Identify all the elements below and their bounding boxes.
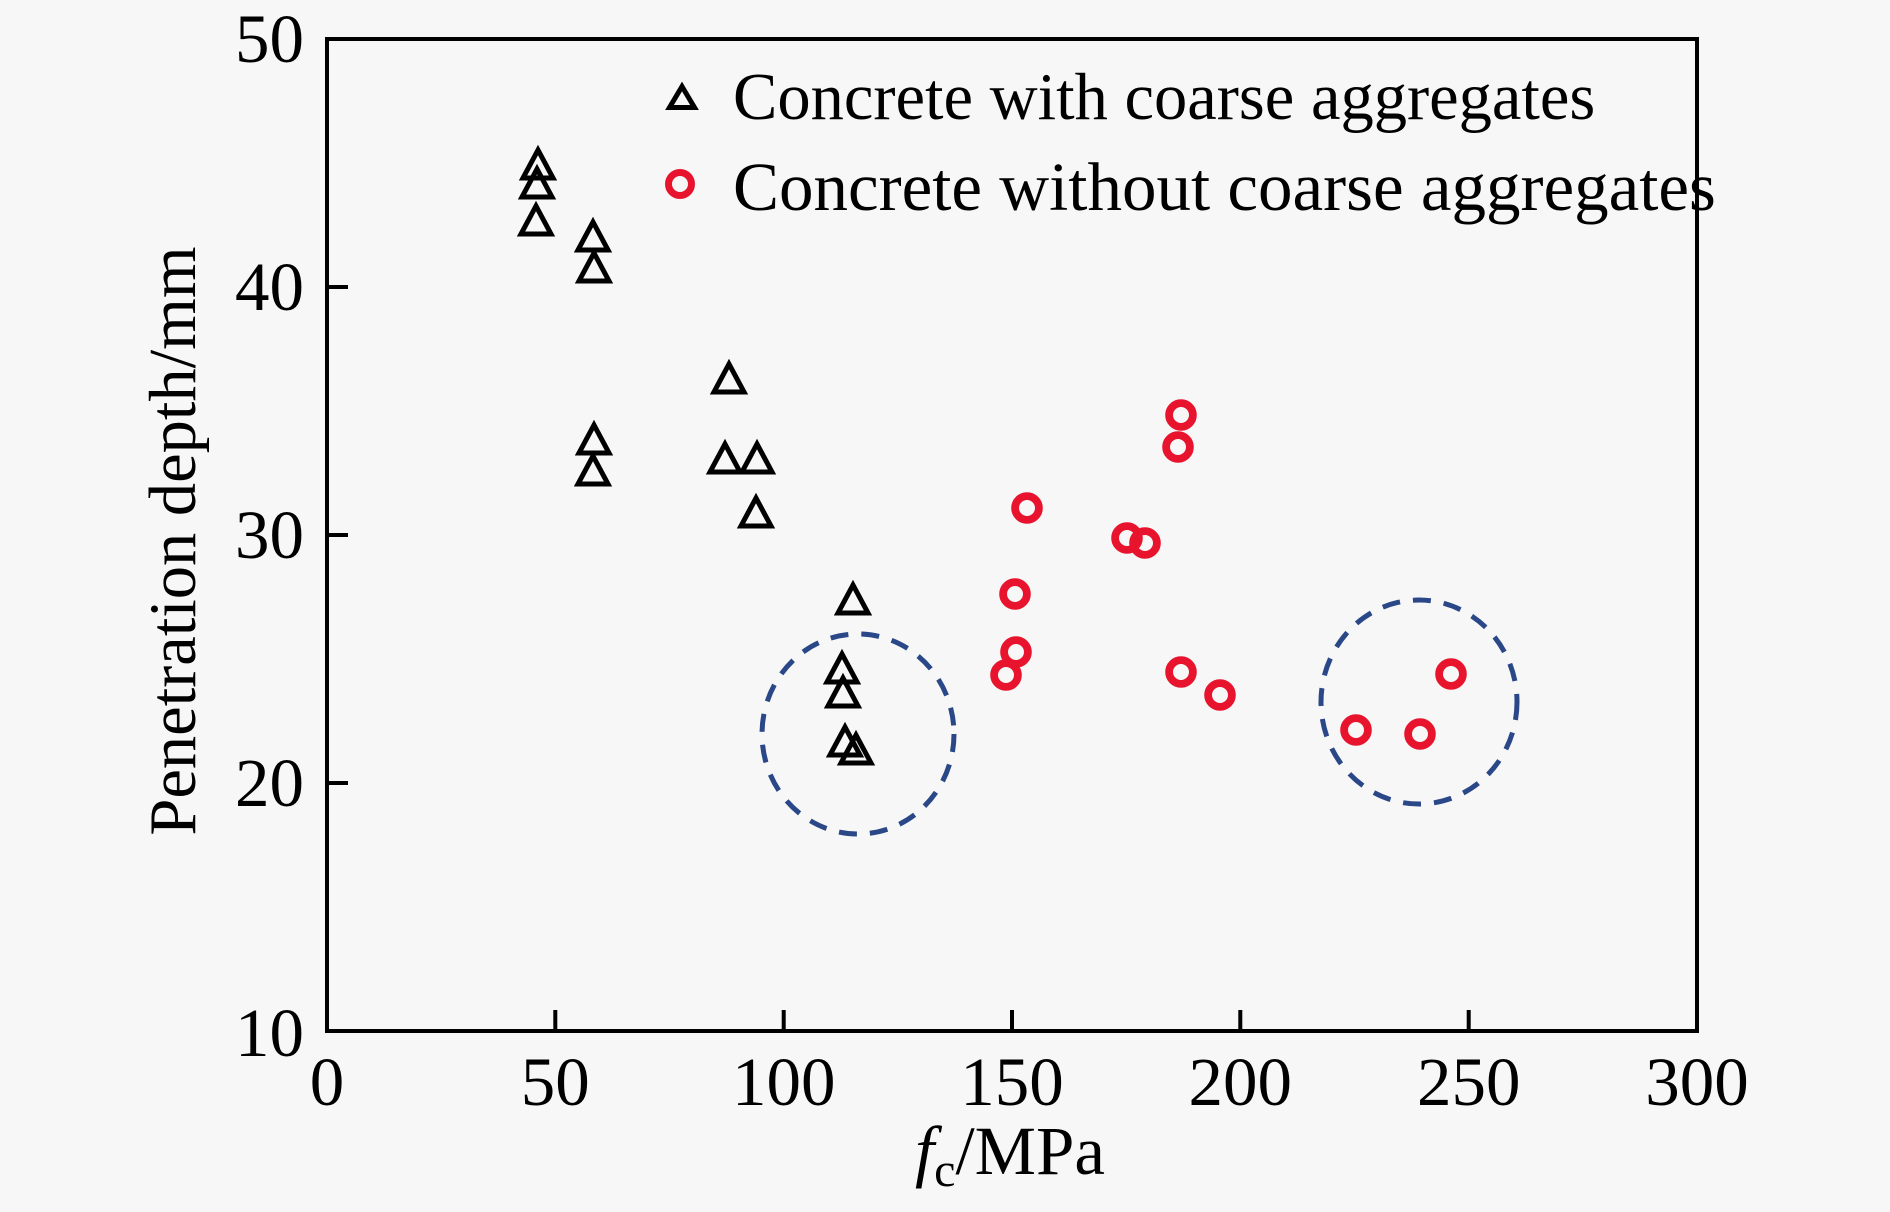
- svg-text:10: 10: [235, 995, 304, 1071]
- svg-text:300: 300: [1645, 1044, 1749, 1120]
- svg-text:40: 40: [235, 249, 304, 325]
- svg-text:100: 100: [732, 1044, 836, 1120]
- svg-text:Penetration depth/mm: Penetration depth/mm: [137, 246, 210, 835]
- svg-text:250: 250: [1417, 1044, 1521, 1120]
- svg-text:150: 150: [960, 1044, 1064, 1120]
- svg-text:50: 50: [521, 1044, 590, 1120]
- svg-text:Concrete without coarse aggreg: Concrete without coarse aggregates: [733, 149, 1716, 225]
- svg-text:20: 20: [235, 745, 304, 821]
- svg-text:fc/MPa: fc/MPa: [915, 1113, 1105, 1197]
- svg-text:50: 50: [235, 1, 304, 77]
- svg-text:200: 200: [1189, 1044, 1293, 1120]
- svg-text:0: 0: [310, 1044, 345, 1120]
- svg-text:30: 30: [235, 497, 304, 573]
- svg-text:Concrete with coarse aggregate: Concrete with coarse aggregates: [733, 61, 1595, 134]
